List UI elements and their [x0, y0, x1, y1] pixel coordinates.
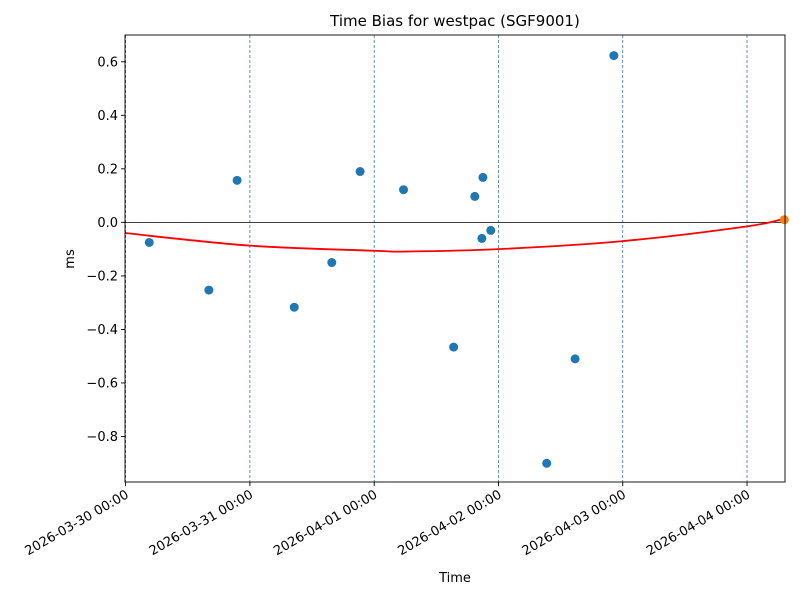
data-point — [204, 285, 214, 295]
fit-curve-layer — [124, 217, 786, 253]
data-point — [609, 51, 619, 61]
data-point — [470, 191, 480, 201]
chart-title: Time Bias for westpac (SGF9001) — [329, 12, 580, 30]
y-tick-label: 0.6 — [97, 55, 118, 70]
data-point — [399, 185, 409, 195]
plot-frame — [124, 34, 786, 483]
data-point — [477, 233, 487, 243]
y-tick-label: 0.4 — [97, 109, 118, 124]
data-point — [327, 258, 337, 268]
data-point — [144, 237, 154, 247]
fit-curve — [124, 217, 786, 253]
y-tick-label: −0.8 — [86, 430, 118, 445]
data-point — [478, 172, 488, 182]
grid-layer — [125, 35, 748, 482]
y-tick-label: 0.2 — [97, 162, 118, 177]
data-point — [289, 302, 299, 312]
y-tick-label: −0.4 — [86, 323, 118, 338]
data-point — [779, 215, 789, 225]
points-layer — [144, 51, 789, 468]
data-point — [449, 342, 459, 352]
y-axis-title: ms — [63, 249, 78, 269]
y-tick-label: 0.0 — [97, 216, 118, 231]
y-tick-label: −0.2 — [86, 269, 118, 284]
data-point — [232, 175, 242, 185]
data-point — [570, 354, 580, 364]
data-point — [486, 225, 496, 235]
data-point — [355, 167, 365, 177]
x-axis-title: Time — [438, 571, 471, 586]
y-tick-label: −0.6 — [86, 376, 118, 391]
data-point — [542, 458, 552, 468]
